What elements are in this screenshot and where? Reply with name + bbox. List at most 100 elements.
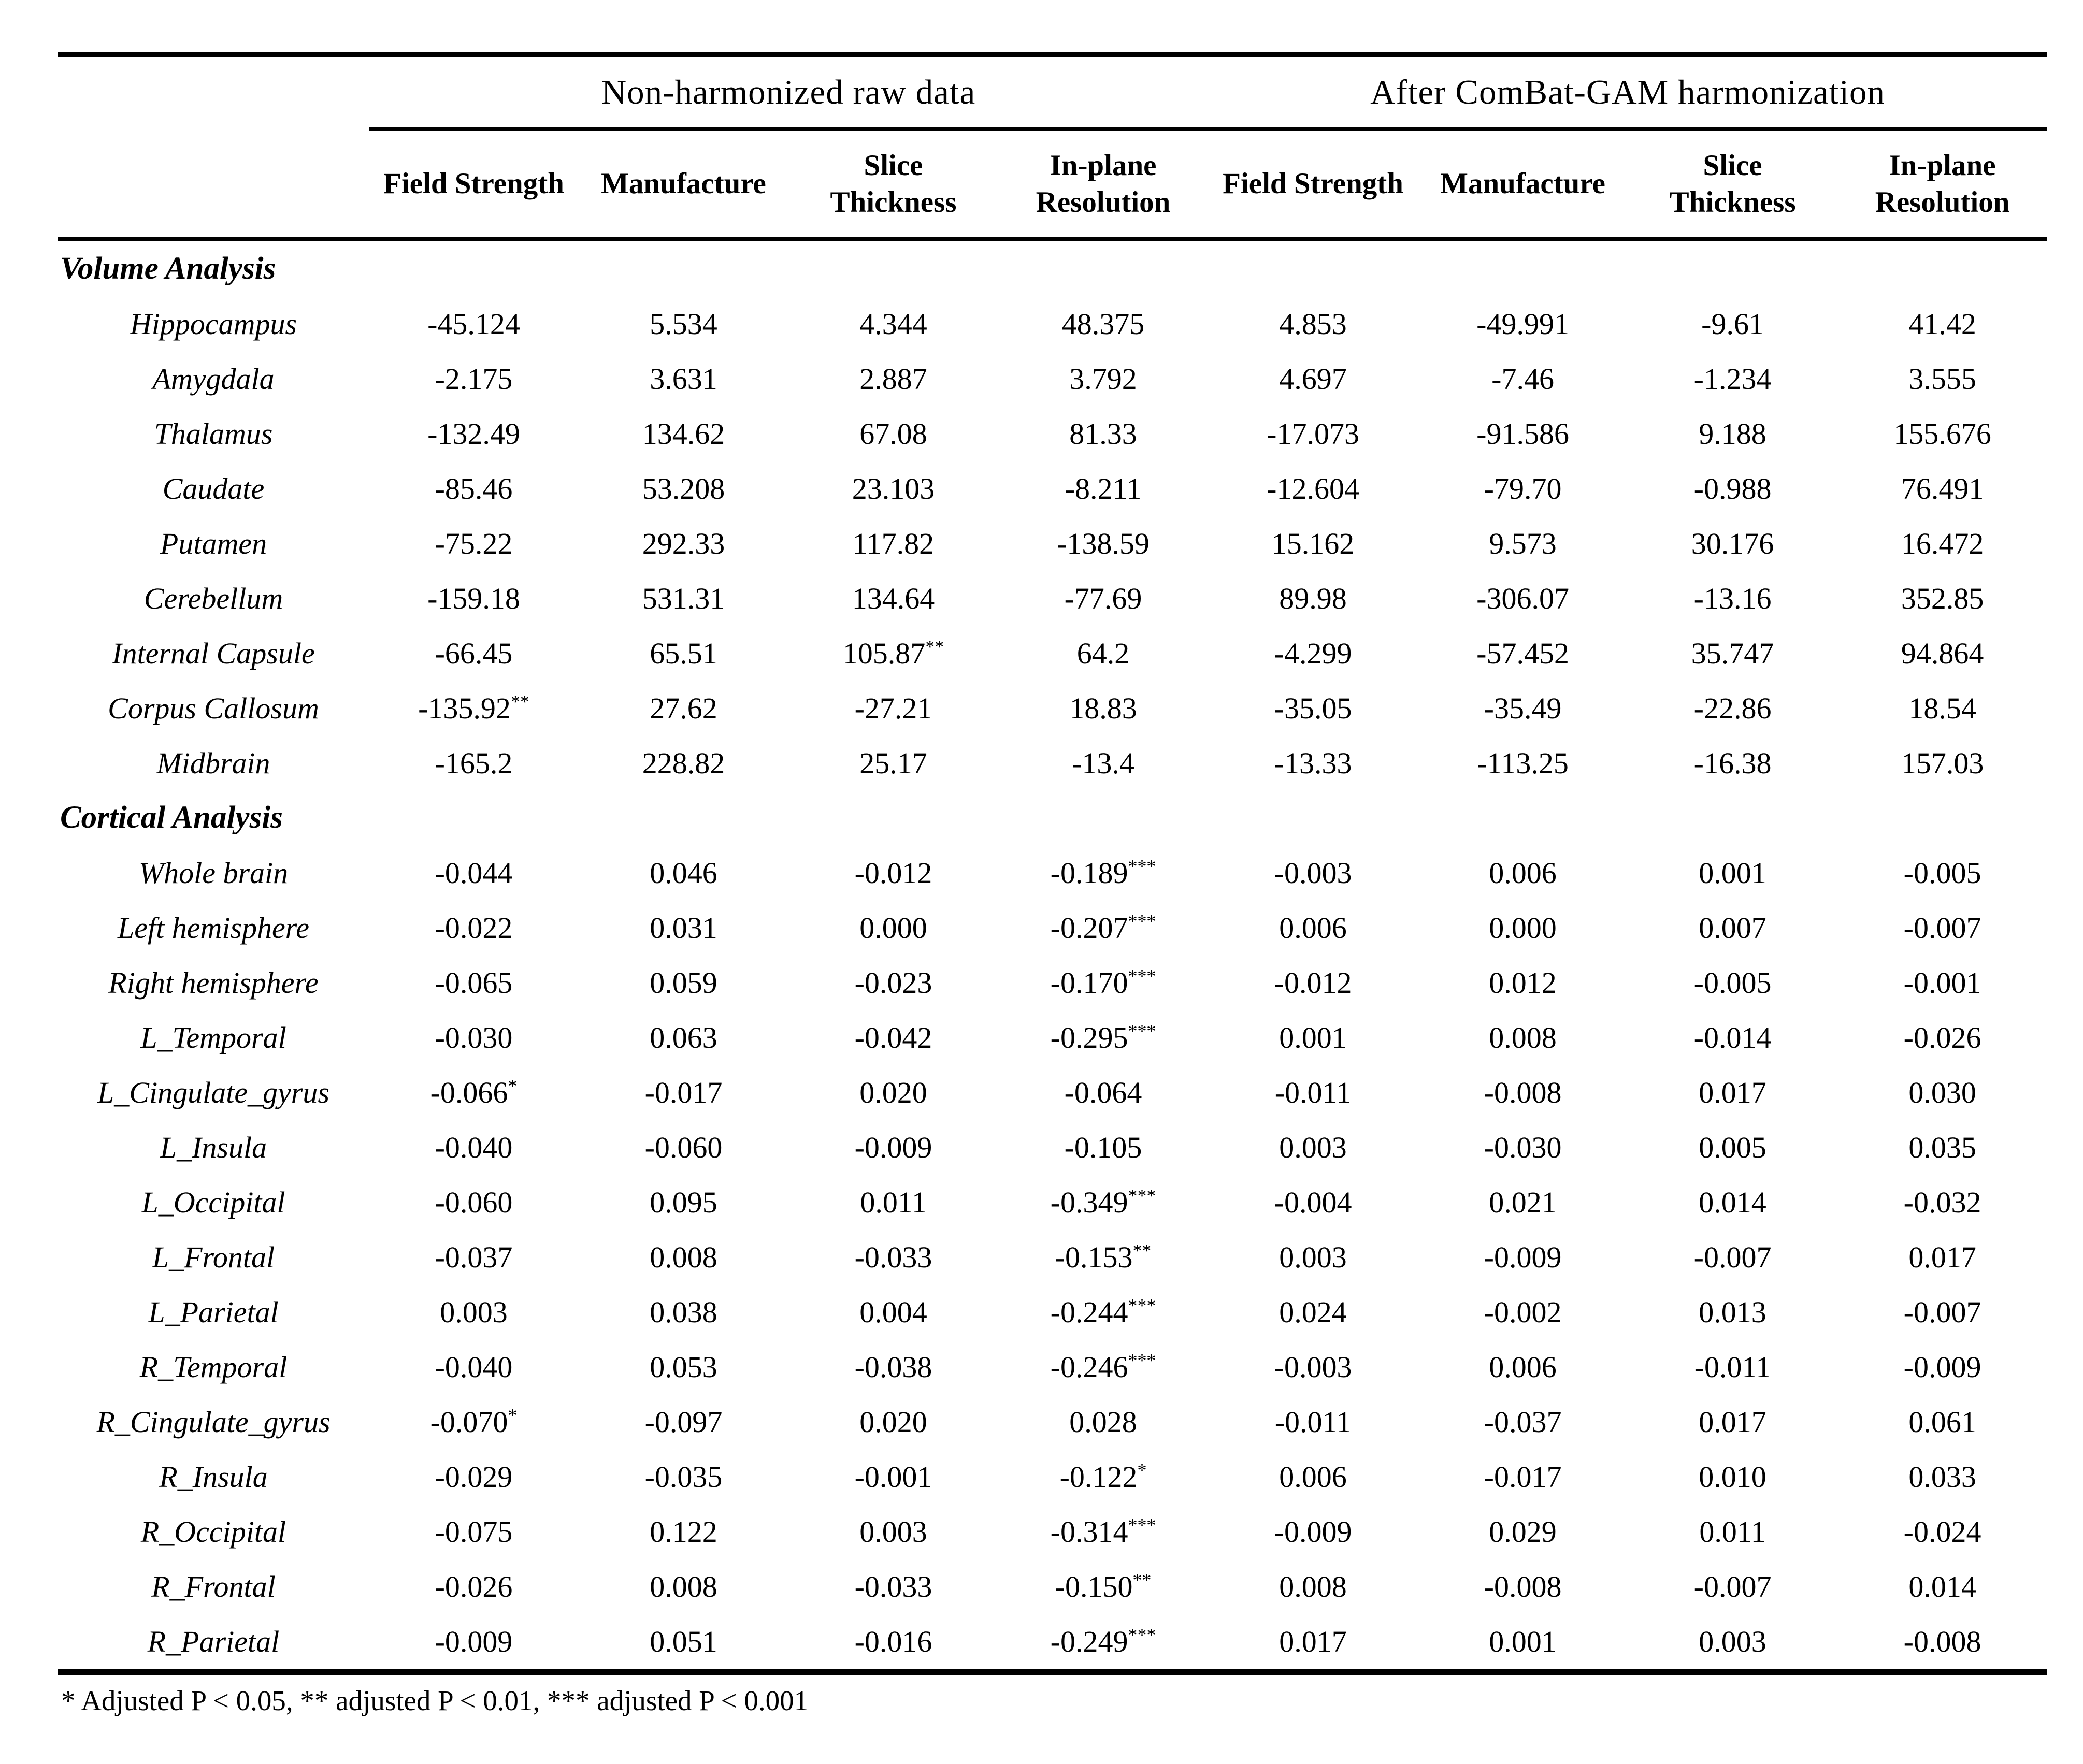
table-body: Volume Analysis Hippocampus -45.124 5.534 4.… (58, 239, 2047, 1672)
col-header-slice-thickness-raw: Slice Thickness (788, 129, 998, 241)
value-cell: -0.007 (1693, 1569, 1772, 1603)
row-label: Caudate (162, 471, 265, 505)
value-cell: -0.035 (644, 1459, 723, 1494)
value-cell: -8.211 (1065, 471, 1142, 505)
value-cell: -0.097 (644, 1405, 723, 1439)
value-cell: -138.59 (1057, 526, 1150, 560)
value-cell: 0.051 (650, 1624, 717, 1658)
value-cell: -0.037 (1484, 1405, 1562, 1439)
row-label: R_Temporal (139, 1350, 288, 1384)
value-cell: 0.008 (1489, 1020, 1557, 1054)
value-cell: 3.792 (1069, 362, 1137, 396)
value-cell: -159.18 (427, 581, 520, 615)
row-label: Putamen (160, 526, 267, 560)
value-cell: -16.38 (1693, 746, 1772, 780)
value-cell: -0.008 (1484, 1569, 1562, 1603)
value-cell: -165.2 (435, 746, 513, 780)
value-cell: 0.006 (1489, 1350, 1557, 1384)
value-cell: -0.295*** (1050, 1020, 1156, 1054)
value-cell: 0.001 (1279, 1020, 1347, 1054)
value-cell: -306.07 (1476, 581, 1569, 615)
table-row: L_Frontal -0.037 0.008 -0.033 -0.153** 0.003 -… (58, 1230, 2047, 1284)
value-cell: 4.853 (1279, 307, 1347, 341)
table-row: R_Parietal -0.009 0.051 -0.016 -0.249*** 0.01… (58, 1614, 2047, 1672)
column-header-row: Field Strength Manufacture Slice Thickne… (58, 129, 2048, 241)
value-cell: 0.003 (859, 1514, 927, 1549)
section-row: Cortical Analysis (58, 790, 2047, 845)
value-cell: -13.16 (1693, 581, 1772, 615)
value-cell: -0.060 (435, 1185, 513, 1219)
value-cell: -0.030 (1484, 1130, 1562, 1164)
value-cell: 0.122 (650, 1514, 717, 1549)
value-cell: 16.472 (1901, 526, 1984, 560)
value-cell: 134.64 (852, 581, 935, 615)
value-cell: 27.62 (650, 691, 717, 725)
value-cell: 0.012 (1489, 965, 1557, 1000)
significance-marker: ** (1132, 1569, 1152, 1591)
value-cell: 89.98 (1279, 581, 1347, 615)
table-row: Putamen -75.22 292.33 117.82 -138.59 15.162 9.… (58, 516, 2047, 571)
section-title: Cortical Analysis (60, 800, 283, 835)
col-header-slice-thickness-harm: Slice Thickness (1628, 129, 1838, 241)
significance-marker: *** (1128, 1514, 1156, 1536)
value-cell: 2.887 (859, 362, 927, 396)
row-label: R_Cingulate_gyrus (96, 1405, 331, 1439)
value-cell: -0.005 (1903, 856, 1981, 890)
table-row: Corpus Callosum -135.92** 27.62 -27.21 18.83… (58, 681, 2047, 735)
value-cell: -45.124 (427, 307, 520, 341)
value-cell: 76.491 (1901, 471, 1984, 505)
significance-marker: * (508, 1075, 518, 1096)
value-cell: 0.005 (1699, 1130, 1766, 1164)
value-cell: -0.244*** (1050, 1295, 1156, 1329)
value-cell: -0.029 (435, 1459, 513, 1494)
value-cell: 352.85 (1901, 581, 1984, 615)
value-cell: 23.103 (852, 471, 935, 505)
value-cell: -0.044 (435, 856, 513, 890)
value-cell: 0.024 (1279, 1295, 1347, 1329)
value-cell: 228.82 (642, 746, 725, 780)
row-label: Whole brain (138, 856, 289, 890)
value-cell: -0.017 (644, 1075, 723, 1109)
value-cell: -113.25 (1477, 746, 1569, 780)
value-cell: 0.053 (650, 1350, 717, 1384)
col-header-manufacture-harm: Manufacture (1418, 129, 1628, 241)
table-row: Midbrain -165.2 228.82 25.17 -13.4 -13.33 -113… (58, 735, 2047, 790)
value-cell: 0.020 (859, 1405, 927, 1439)
value-cell: 0.008 (1279, 1569, 1347, 1603)
value-cell: 0.004 (859, 1295, 927, 1329)
value-cell: -135.92** (418, 691, 529, 725)
value-cell: 157.03 (1901, 746, 1984, 780)
value-cell: -0.002 (1484, 1295, 1562, 1329)
value-cell: 0.017 (1908, 1240, 1976, 1274)
value-cell: -49.991 (1476, 307, 1569, 341)
row-label: Thalamus (154, 416, 273, 451)
table-row: R_Insula -0.029 -0.035 -0.001 -0.122* 0.006 -0… (58, 1449, 2047, 1504)
significance-marker: *** (1128, 1020, 1156, 1042)
value-cell: 0.007 (1699, 910, 1766, 945)
value-cell: 0.001 (1699, 856, 1766, 890)
value-cell: -0.105 (1064, 1130, 1142, 1164)
section-row: Volume Analysis (58, 239, 2047, 296)
table-row: Cerebellum -159.18 531.31 134.64 -77.69 89.98… (58, 571, 2047, 626)
value-cell: -75.22 (435, 526, 513, 560)
col-header-inplane-raw: In-plane Resolution (998, 129, 1209, 241)
value-cell: -0.150** (1055, 1569, 1152, 1603)
row-label: L_Parietal (148, 1295, 279, 1329)
value-cell: -0.016 (854, 1624, 932, 1658)
table-row: R_Frontal -0.026 0.008 -0.033 -0.150** 0.008 -… (58, 1559, 2047, 1614)
row-label: Internal Capsule (112, 636, 315, 670)
significance-marker: * (1137, 1459, 1147, 1481)
value-cell: -4.299 (1274, 636, 1352, 670)
value-cell: 0.033 (1908, 1459, 1976, 1494)
value-cell: 0.017 (1279, 1624, 1347, 1658)
value-cell: 105.87** (842, 636, 944, 670)
row-label: L_Occipital (141, 1185, 285, 1219)
value-cell: 48.375 (1061, 307, 1145, 341)
value-cell: 65.51 (650, 636, 717, 670)
value-cell: -13.4 (1072, 746, 1134, 780)
row-label: R_Occipital (140, 1514, 286, 1549)
significance-marker: *** (1128, 1350, 1156, 1371)
value-cell: -0.066* (430, 1075, 518, 1109)
value-cell: -0.065 (435, 965, 513, 1000)
